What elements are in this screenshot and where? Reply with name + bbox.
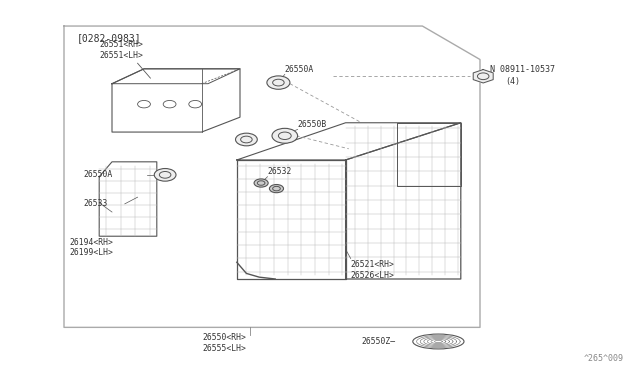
Text: 26550Z—: 26550Z— [362, 337, 396, 346]
Text: 26550A: 26550A [285, 65, 314, 74]
Text: 26521<RH>
26526<LH>: 26521<RH> 26526<LH> [351, 260, 395, 280]
Text: 26194<RH>
26199<LH>: 26194<RH> 26199<LH> [69, 238, 113, 257]
Circle shape [272, 128, 298, 143]
Text: 26532: 26532 [268, 167, 292, 176]
Text: 26550<RH>
26555<LH>: 26550<RH> 26555<LH> [202, 333, 246, 353]
Polygon shape [473, 70, 493, 83]
Text: 26533: 26533 [83, 199, 108, 208]
Text: N 08911-10537: N 08911-10537 [490, 65, 555, 74]
Circle shape [269, 185, 284, 193]
Text: [0282-0983]: [0282-0983] [77, 33, 141, 44]
Circle shape [154, 169, 176, 181]
Text: ^265^009: ^265^009 [584, 354, 624, 363]
Text: 26551<RH>
26551<LH>: 26551<RH> 26551<LH> [99, 40, 143, 60]
Text: 26550B: 26550B [298, 121, 327, 129]
Circle shape [267, 76, 290, 89]
Text: 26550A: 26550A [83, 170, 113, 179]
Circle shape [236, 133, 257, 146]
Text: (4): (4) [506, 77, 520, 86]
Circle shape [254, 179, 268, 187]
